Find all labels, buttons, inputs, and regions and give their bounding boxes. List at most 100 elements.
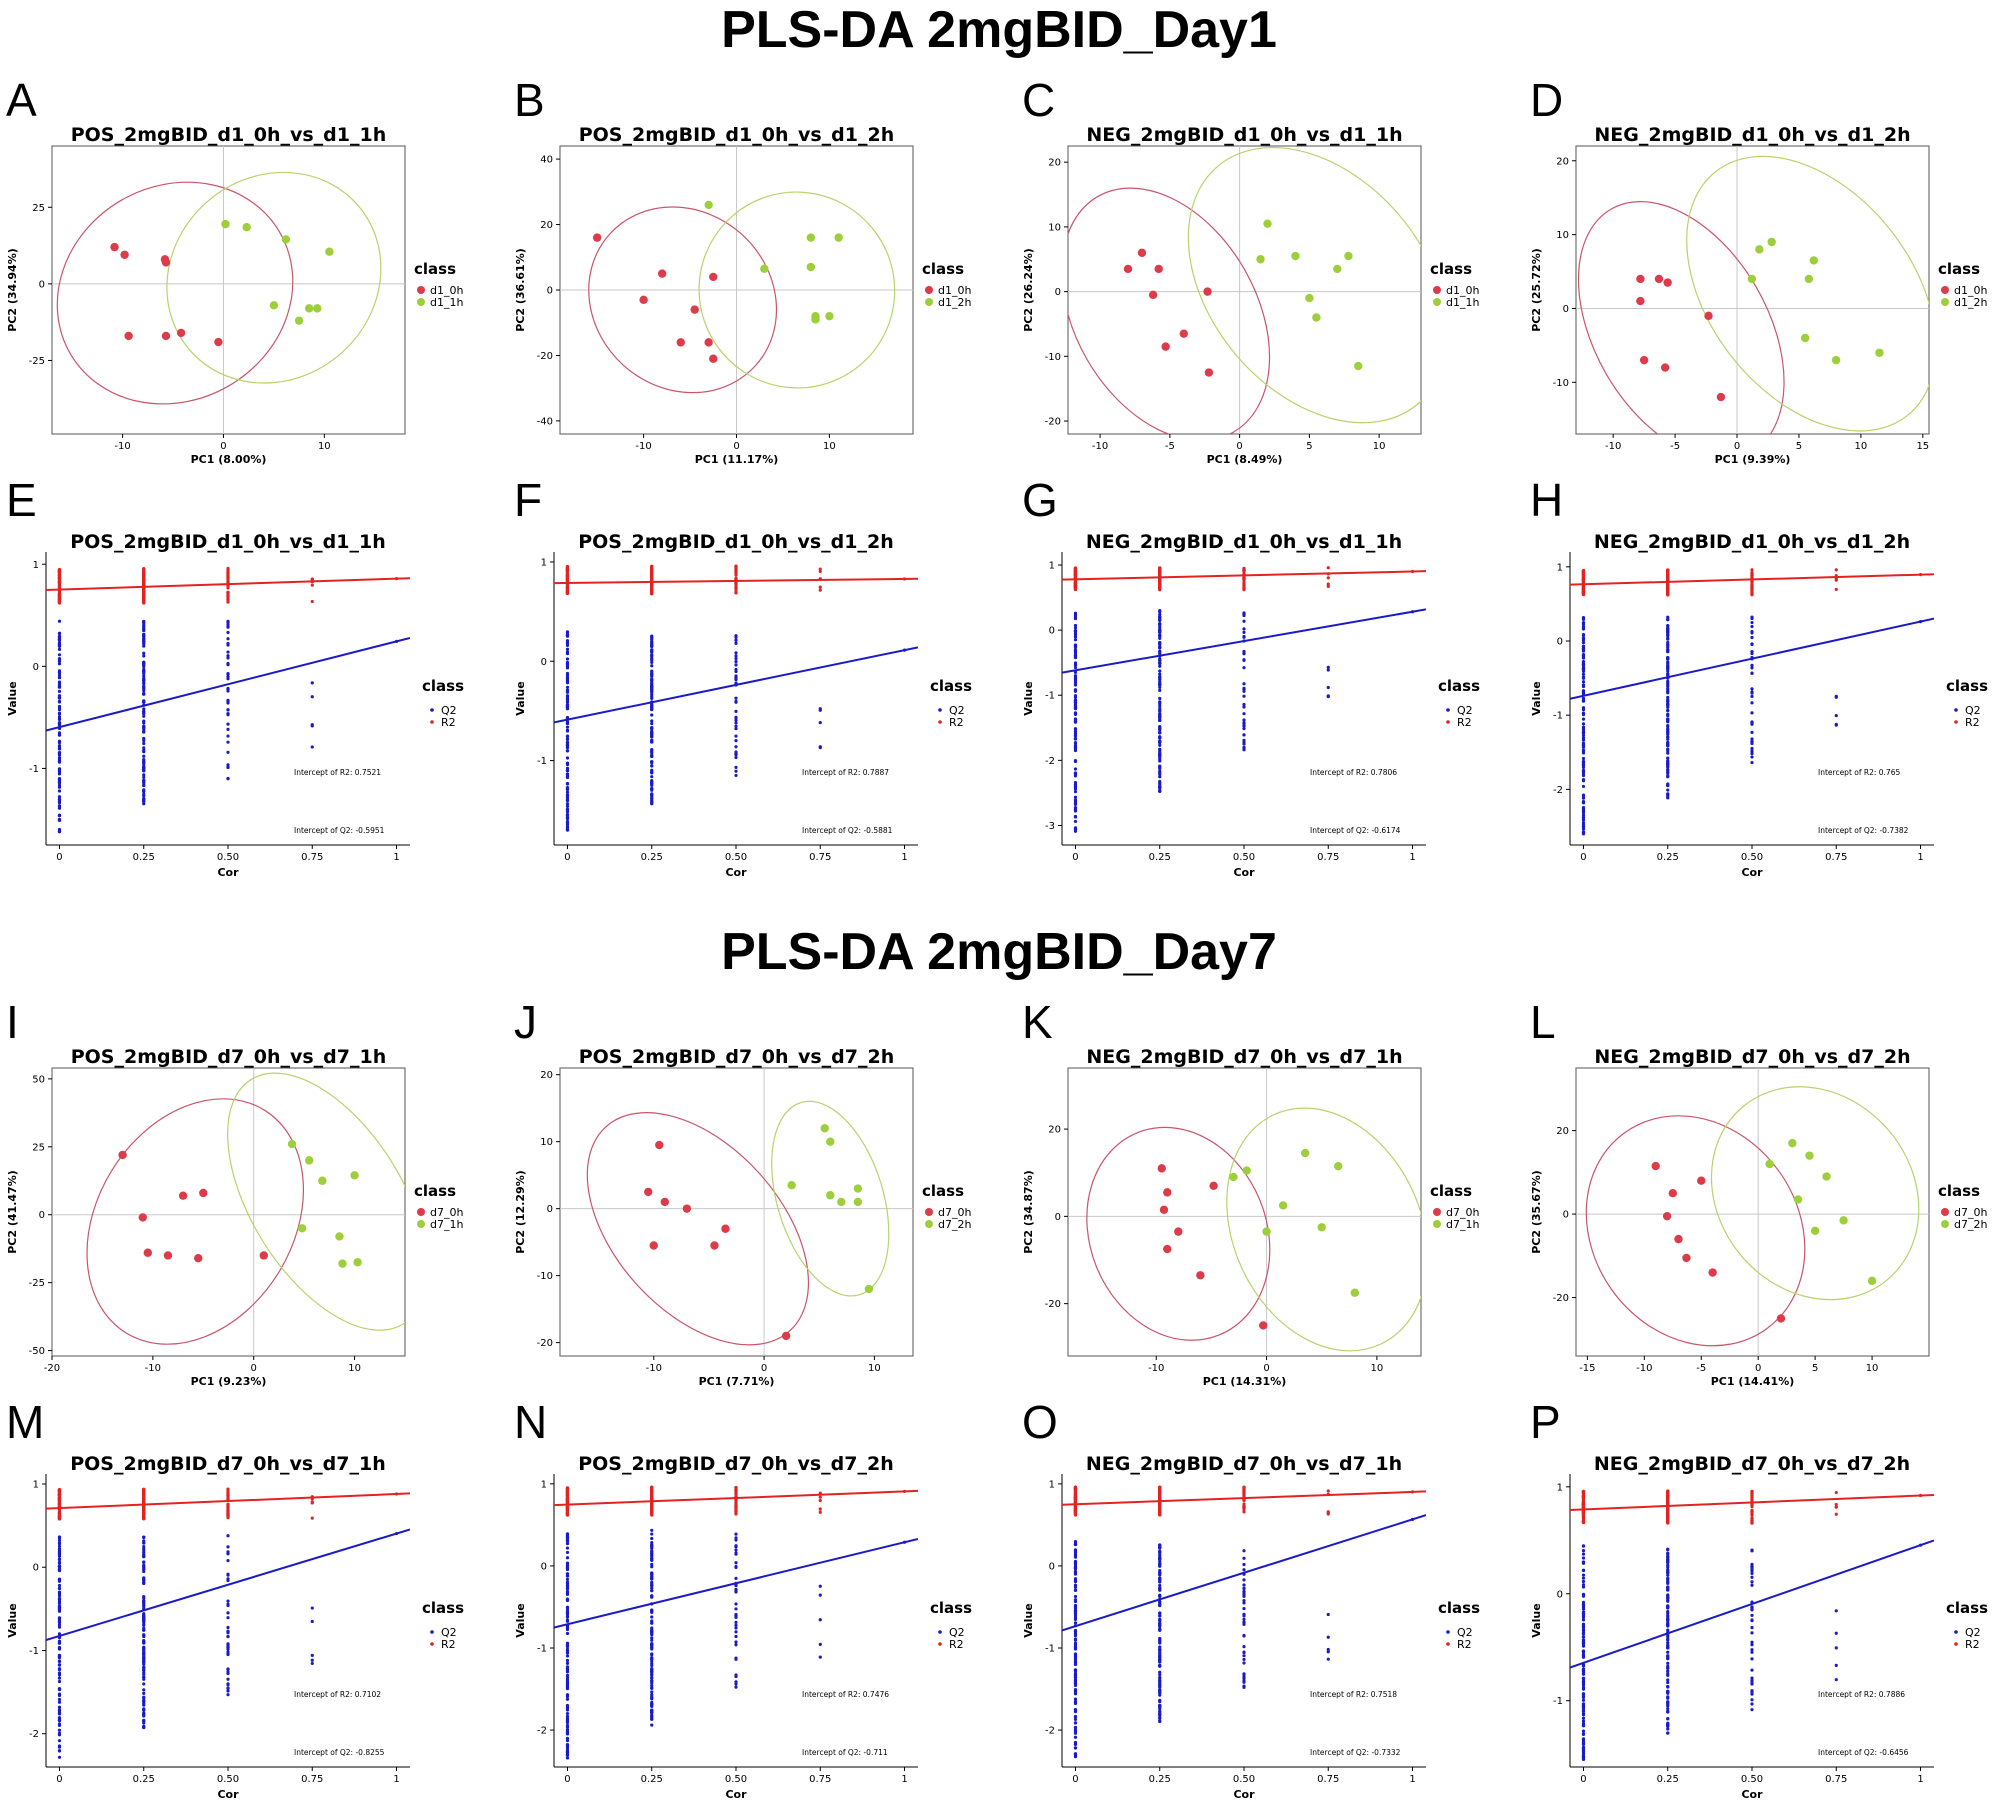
q2-point — [1158, 659, 1161, 662]
q2-point — [1074, 629, 1077, 632]
q2-point — [1582, 1603, 1585, 1606]
q2-point — [1242, 1661, 1245, 1664]
q2-point — [1750, 1689, 1753, 1692]
x-tick-label: 0 — [564, 1774, 570, 1785]
q2-point — [142, 1599, 145, 1602]
panel-letter: N — [514, 1396, 547, 1448]
q2-point — [566, 1532, 569, 1535]
data-point-d1_0h — [709, 273, 717, 281]
q2-point — [1074, 1697, 1077, 1700]
q2-point — [734, 710, 737, 713]
chart-title: POS_2mgBID_d1_0h_vs_d1_1h — [70, 531, 386, 553]
legend-label: d7_1h — [1446, 1218, 1479, 1231]
y-tick-label: -2 — [537, 1726, 547, 1737]
q2-point — [1158, 736, 1161, 739]
q2-point — [58, 653, 61, 656]
q2-point — [1666, 1665, 1669, 1668]
legend-marker-class0 — [1433, 1208, 1441, 1216]
y-axis-label: Value — [6, 1603, 19, 1637]
r2-point — [1074, 1508, 1077, 1511]
y-tick-label: 10 — [540, 1137, 553, 1148]
y-tick-label: -1 — [1553, 711, 1563, 722]
q2-point — [566, 666, 569, 669]
r2-point — [311, 584, 314, 587]
x-tick-label: 5 — [1796, 441, 1802, 452]
x-axis-label: PC1 (11.17%) — [695, 453, 779, 466]
r2-point — [226, 1509, 229, 1512]
legend-title: class — [1430, 1182, 1472, 1200]
q2-point — [1666, 741, 1669, 744]
x-axis-label: PC1 (14.31%) — [1203, 1375, 1287, 1388]
q2-point — [58, 690, 61, 693]
chart-title: NEG_2mgBID_d7_0h_vs_d7_2h — [1594, 1046, 1910, 1068]
q2-point — [1666, 641, 1669, 644]
q2-point — [142, 1654, 145, 1657]
panel-letter: A — [6, 74, 37, 126]
r2-point — [58, 594, 61, 597]
data-point-d7_0h — [683, 1204, 691, 1212]
data-point-d1_2h — [811, 315, 819, 323]
q2-point — [734, 660, 737, 663]
q2-point — [226, 1667, 229, 1670]
legend-label: d1_2h — [1954, 296, 1987, 309]
q2-point — [734, 668, 737, 671]
data-point-d1_0h — [162, 258, 170, 266]
q2-point — [58, 1701, 61, 1704]
q2-point — [1158, 766, 1161, 769]
q2-point — [1327, 1650, 1330, 1653]
q2-point — [566, 788, 569, 791]
q2-point — [734, 1686, 737, 1689]
x-tick-label: 10 — [868, 1363, 881, 1374]
x-axis-label: Cor — [1233, 866, 1255, 879]
r2-point — [311, 1517, 314, 1520]
q2-point — [566, 691, 569, 694]
legend-title: class — [1430, 260, 1472, 278]
q2-point — [142, 710, 145, 713]
q2-point — [650, 775, 653, 778]
r2-point — [1327, 566, 1330, 569]
y-tick-label: 0 — [1055, 287, 1061, 298]
legend-label: R2 — [1965, 716, 1980, 729]
q2-point — [1158, 1673, 1161, 1676]
r2-point — [58, 1517, 61, 1520]
q2-point — [1666, 713, 1669, 716]
q2-point — [1242, 746, 1245, 749]
q2-point — [226, 713, 229, 716]
q2-point — [566, 1606, 569, 1609]
plot-area — [46, 1488, 410, 1759]
data-point-d1_2h — [1875, 349, 1883, 357]
q2-point — [650, 635, 653, 638]
q2-point — [650, 1529, 653, 1532]
q2-point — [1158, 1717, 1161, 1720]
x-axis-label: PC1 (8.00%) — [191, 453, 267, 466]
q2-point — [1158, 1699, 1161, 1702]
q2-point — [1074, 663, 1077, 666]
q2-point — [1582, 1733, 1585, 1736]
q2-point — [142, 633, 145, 636]
q2-point — [142, 638, 145, 641]
x-tick-label: 1 — [1409, 852, 1415, 863]
q2-point — [58, 1739, 61, 1742]
q2-point — [1074, 650, 1077, 653]
q2-point — [1242, 1675, 1245, 1678]
q2-point — [1158, 775, 1161, 778]
q2-point — [566, 828, 569, 831]
r2-point — [311, 600, 314, 603]
q2-point — [734, 700, 737, 703]
q2-point — [58, 1587, 61, 1590]
x-axis-label: PC1 (9.39%) — [1715, 453, 1791, 466]
q2-point — [1666, 1643, 1669, 1646]
plot-frame — [1576, 1068, 1929, 1356]
x-axis-label: PC1 (9.23%) — [191, 1375, 267, 1388]
plot-area — [1542, 1045, 1962, 1389]
y-tick-label: -25 — [29, 1278, 45, 1289]
q2-point — [1582, 817, 1585, 820]
q2-point — [1750, 1572, 1753, 1575]
q2-point — [1582, 708, 1585, 711]
data-point-d7_0h — [661, 1198, 669, 1206]
r2-point — [1158, 1486, 1161, 1489]
y-tick-label: 0 — [1049, 626, 1055, 637]
q2-point — [819, 721, 822, 724]
q2-point — [734, 721, 737, 724]
